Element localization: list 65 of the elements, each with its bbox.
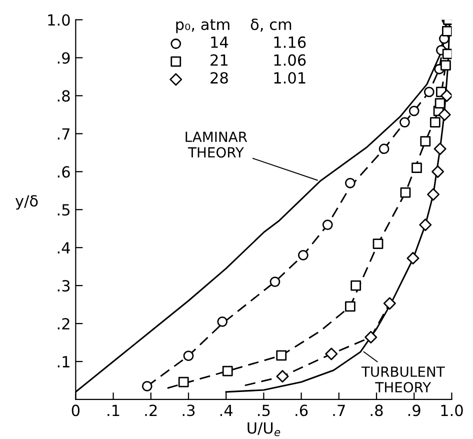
point bbox=[400, 117, 410, 128]
annotation: TURBULENT THEORY bbox=[361, 366, 445, 392]
point bbox=[424, 86, 434, 98]
x-tick-label: .5 bbox=[258, 404, 270, 416]
y-axis-title: y/δ bbox=[15, 195, 38, 210]
point bbox=[344, 178, 356, 188]
y-tick-label: .2 bbox=[58, 318, 70, 330]
point bbox=[412, 162, 422, 174]
point bbox=[222, 366, 233, 376]
point bbox=[178, 376, 189, 388]
point bbox=[427, 188, 440, 201]
point bbox=[276, 350, 287, 361]
y-tick-label: .6 bbox=[58, 166, 70, 178]
x-tick-label: .7 bbox=[333, 404, 345, 416]
x-tick-label: 0 bbox=[72, 404, 80, 416]
x-tick-label: .1 bbox=[108, 404, 120, 416]
point bbox=[406, 252, 420, 264]
y-tick-label: .8 bbox=[58, 90, 70, 102]
x-tick-label: .4 bbox=[220, 404, 233, 416]
point bbox=[434, 142, 446, 156]
point bbox=[322, 220, 333, 230]
y-tick-label: .9 bbox=[58, 52, 70, 64]
y-tick-label: .1 bbox=[58, 356, 70, 368]
point bbox=[142, 381, 152, 392]
point bbox=[430, 117, 440, 128]
point bbox=[434, 98, 446, 108]
legend-label: 28 1.01 bbox=[210, 72, 306, 84]
x-tick-label: 1.0 bbox=[441, 404, 463, 416]
point bbox=[432, 165, 444, 178]
point bbox=[325, 348, 338, 360]
point bbox=[440, 60, 451, 71]
point bbox=[420, 136, 431, 146]
point bbox=[378, 144, 390, 154]
y-tick-label: .7 bbox=[58, 128, 70, 140]
x-tick-label: .8 bbox=[370, 404, 383, 416]
point bbox=[442, 48, 452, 60]
point bbox=[183, 350, 194, 362]
x-tick-label: .3 bbox=[182, 404, 195, 416]
y-tick-label: 1.0 bbox=[48, 14, 70, 26]
point bbox=[270, 276, 280, 287]
y-tick-label: .3 bbox=[58, 280, 70, 292]
point bbox=[438, 108, 451, 121]
legend-title: p₀, atm δ, cm bbox=[176, 18, 292, 34]
x-tick-label: .6 bbox=[296, 404, 308, 416]
annotation: LAMINAR THEORY bbox=[186, 132, 248, 158]
point bbox=[298, 250, 308, 260]
point bbox=[419, 218, 432, 232]
point bbox=[400, 187, 411, 198]
y-tick-label: .4 bbox=[58, 242, 70, 254]
point bbox=[442, 26, 452, 36]
point bbox=[372, 238, 384, 249]
point bbox=[276, 370, 289, 383]
x-axis-title: U/U$_{e}$ bbox=[248, 422, 280, 436]
point bbox=[408, 106, 420, 116]
point bbox=[440, 89, 452, 102]
x-tick-label: .9 bbox=[408, 404, 420, 416]
x-tick-label: .2 bbox=[145, 404, 157, 416]
point bbox=[364, 330, 378, 344]
point bbox=[383, 297, 396, 310]
y-tick-label: .5 bbox=[58, 204, 70, 216]
legend-label: 14 1.16 bbox=[211, 36, 306, 48]
point bbox=[217, 316, 228, 327]
point bbox=[350, 280, 362, 291]
legend-label: 21 1.06 bbox=[210, 54, 306, 66]
point bbox=[344, 301, 356, 312]
